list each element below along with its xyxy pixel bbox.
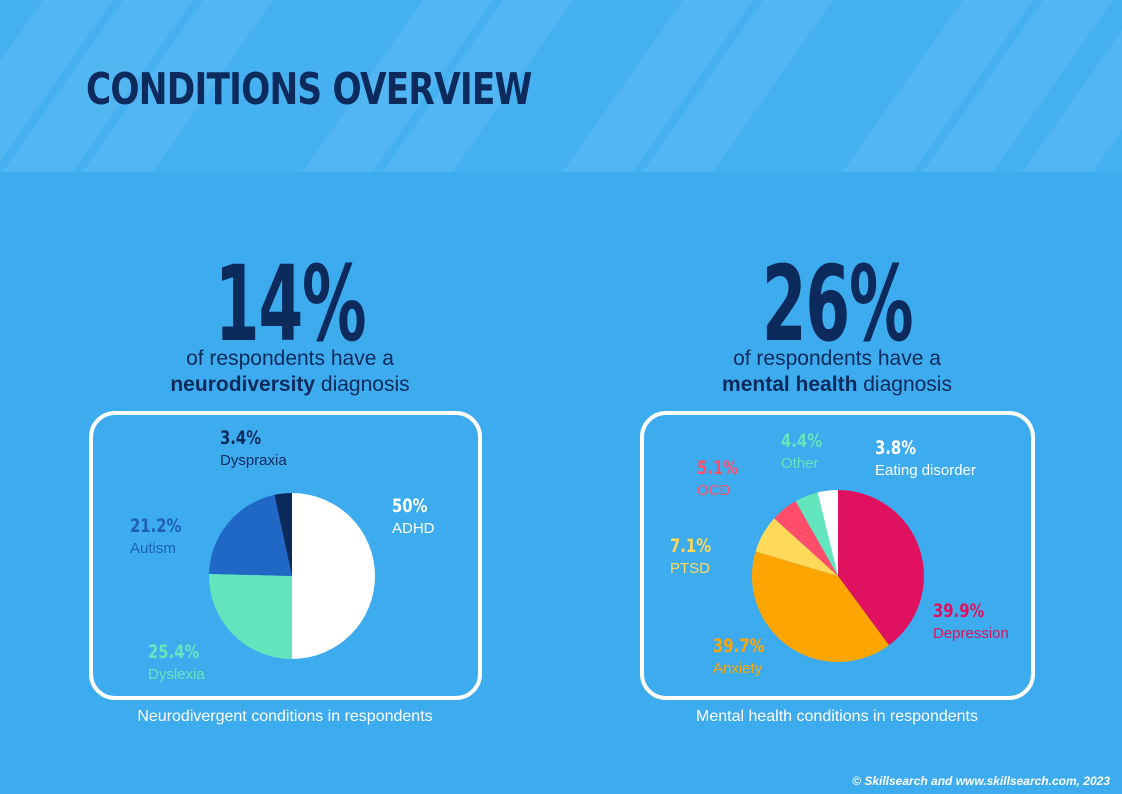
mental-health-stat-value: 26% <box>761 243 914 365</box>
pie-slice-ptsd <box>755 518 838 576</box>
mental-health-stat-rest: diagnosis <box>857 373 952 396</box>
neurodiversity-stat-value: 14% <box>214 243 367 365</box>
slice-label-anxiety: Anxiety <box>713 660 763 677</box>
slice-value-eating-disorder: 3.8% <box>875 437 916 459</box>
neurodivergent-chart-frame <box>89 411 482 700</box>
slice-label-eating-disorder: Eating disorder <box>875 462 976 479</box>
mental-health-pie: 39.9% Depression 39.7% Anxiety 7.1% PTSD 5.1% O… <box>670 430 1009 677</box>
pie-slice-eating-disorder <box>817 490 838 576</box>
mental-health-chart-frame <box>640 411 1035 700</box>
slice-value-other: 4.4% <box>781 430 822 452</box>
slice-label-depression: Depression <box>933 625 1009 642</box>
slice-value-depression: 39.9% <box>933 600 984 622</box>
neurodiversity-stat-rest: diagnosis <box>315 373 410 396</box>
slice-label-ptsd: PTSD <box>670 560 710 577</box>
header-band <box>0 0 1122 172</box>
slice-value-ocd: 5.1% <box>697 457 738 479</box>
slice-label-dyspraxia: Dyspraxia <box>220 452 287 469</box>
slice-value-dyslexia: 25.4% <box>148 641 199 663</box>
slice-label-dyslexia: Dyslexia <box>148 666 205 683</box>
mental-health-stat-description: of respondents have a mental health diag… <box>627 346 1047 398</box>
pie-slice-ocd <box>774 501 838 576</box>
slice-value-dyspraxia: 3.4% <box>220 427 261 449</box>
mental-health-stat-bold: mental health <box>722 373 858 396</box>
slice-label-adhd: ADHD <box>392 520 435 537</box>
pie-slice-other <box>795 492 838 576</box>
slice-label-other: Other <box>781 455 819 472</box>
neurodivergent-pie: 50% ADHD 25.4% Dyslexia 21.2% Autism 3.4% Dyspr… <box>130 427 435 683</box>
mental-health-chart-caption: Mental health conditions in respondents <box>696 708 978 725</box>
slice-value-adhd: 50% <box>392 495 427 517</box>
footer-credit: © Skillsearch and www.skillsearch.com, 2… <box>852 774 1110 788</box>
pie-slice-autism <box>209 494 292 576</box>
slice-value-anxiety: 39.7% <box>713 635 764 657</box>
pie-slice-anxiety <box>752 551 889 662</box>
pie-slice-adhd <box>292 493 375 659</box>
pie-slice-dyslexia <box>209 573 292 659</box>
neurodiversity-stat-description: of respondents have a neurodiversity dia… <box>80 346 500 398</box>
slice-label-autism: Autism <box>130 540 176 557</box>
page-title: CONDITIONS OVERVIEW <box>86 64 532 115</box>
pie-slice-depression <box>838 490 924 646</box>
neurodiversity-stat-line1: of respondents have a <box>186 347 394 370</box>
neurodivergent-chart-caption: Neurodivergent conditions in respondents <box>137 708 433 725</box>
neurodiversity-stat-bold: neurodiversity <box>170 373 316 396</box>
slice-value-ptsd: 7.1% <box>670 535 711 557</box>
mental-health-stat-line1: of respondents have a <box>733 347 941 370</box>
slice-label-ocd: OCD <box>697 482 731 499</box>
slice-value-autism: 21.2% <box>130 515 181 537</box>
pie-slice-dyspraxia <box>274 493 292 576</box>
